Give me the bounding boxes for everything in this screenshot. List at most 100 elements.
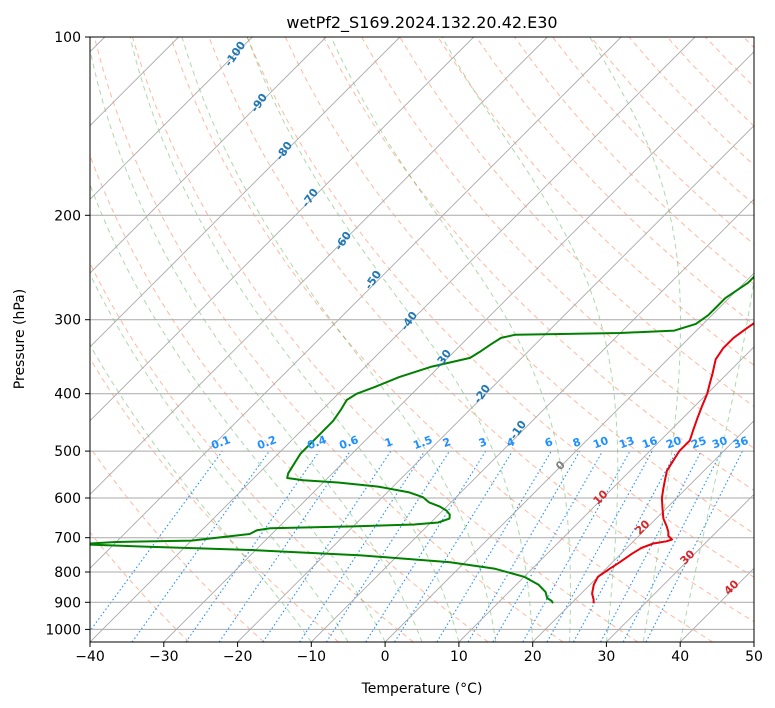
wetbulb-label: -80: [273, 139, 295, 163]
mixing-ratio-label: 1.5: [411, 433, 434, 452]
moist-adiabat-line: [129, 37, 460, 642]
dewpoint-line: [90, 275, 754, 604]
mixing-ratio-label: 0.1: [209, 433, 232, 452]
dry-adiabat-line: [246, 37, 754, 578]
y-tick-label: 800: [54, 565, 81, 581]
dry-adiabat-line: [705, 37, 754, 88]
mixing-ratio-line: [299, 450, 426, 642]
moist-adiabat-line: [330, 37, 571, 642]
mixing-ratio-line: [492, 450, 604, 642]
moist-adiabat-line: [246, 37, 534, 642]
plot-frame: [89, 36, 755, 643]
x-tick-label: 50: [745, 649, 763, 665]
mixing-ratio-label: 13: [617, 434, 636, 451]
wetbulb-label: -50: [362, 268, 384, 292]
dry-adiabat-line: [513, 37, 754, 285]
isotherm-line: [384, 272, 754, 642]
y-tick-label: 500: [54, 444, 81, 460]
dry-adiabat-line: [170, 37, 713, 642]
mixing-ratio-label: 0.6: [337, 433, 360, 452]
dry-adiabat-line: [590, 37, 754, 206]
isotherm-line: [90, 37, 548, 496]
y-axis: 100 200 300 400 500 600 700 800 900 1000: [45, 30, 90, 638]
isotherm-line: [90, 37, 253, 200]
dry-adiabat-line: [90, 357, 339, 642]
theta-label: 0: [553, 458, 568, 473]
isotherm-line: [753, 641, 754, 642]
plot-area: -100-90-80-70-60-50-40-30-20-100.1 0.2 0.4…: [90, 37, 754, 642]
isotherm-line: [90, 37, 327, 274]
dry-adiabat-line: [743, 37, 754, 49]
x-tick-label: 20: [524, 649, 542, 665]
isotherm-line: [163, 51, 754, 642]
x-axis: −40 −30 −20 −10 0 10 20 30 40 50: [75, 642, 763, 665]
moist-adiabat-line: [679, 37, 754, 642]
moist-adiabat-line: [90, 47, 423, 642]
dry-adiabat-line: [132, 37, 639, 642]
isotherm-line: [532, 420, 754, 642]
temperature-line: [591, 322, 754, 604]
mixing-ratio-label: 6: [543, 435, 555, 450]
dry-adiabats: [90, 37, 754, 642]
moist-adiabat-line: [90, 183, 386, 642]
mixing-ratio-line: [394, 450, 513, 642]
dry-adiabat-line: [208, 37, 754, 623]
profile-series: [90, 275, 754, 604]
pressure-gridlines: [90, 37, 754, 630]
moist-adiabats: [90, 37, 754, 642]
mixing-ratio-label: 36: [731, 434, 750, 452]
theta-label: 10: [591, 487, 611, 507]
dry-adiabat-line: [361, 37, 754, 449]
mixing-ratio-line: [522, 450, 631, 642]
mixing-ratio-line: [325, 450, 450, 642]
x-tick-label: 0: [381, 649, 390, 665]
dry-adiabat-line: [90, 154, 489, 642]
x-tick-label: −10: [297, 649, 327, 665]
isotherm-line: [237, 124, 754, 642]
mixing-ratio-line: [218, 450, 351, 642]
x-axis-label: Temperature (°C): [361, 681, 483, 697]
moist-adiabat-line: [181, 37, 497, 642]
dry-adiabat-line: [437, 37, 754, 366]
isotherm-line: [90, 37, 475, 422]
y-tick-label: 200: [54, 208, 81, 224]
wetbulb-label: -70: [299, 186, 321, 210]
isotherm-line: [458, 346, 754, 642]
moist-adiabat-line: [90, 273, 349, 642]
x-tick-label: 10: [450, 649, 468, 665]
y-tick-label: 1000: [45, 622, 81, 638]
wetbulb-label: -30: [432, 347, 454, 371]
x-tick-label: 30: [597, 649, 615, 665]
y-tick-label: 700: [54, 531, 81, 547]
mixing-ratio-label: 2: [441, 435, 453, 450]
x-tick-label: −20: [223, 649, 253, 665]
dry-adiabat-line: [628, 37, 754, 166]
moist-adiabat-line: [90, 343, 312, 642]
mixing-ratio-line: [573, 450, 677, 642]
isotherm-line: [606, 493, 754, 642]
moist-adiabat-line: [441, 37, 619, 642]
dry-adiabat-line: [399, 37, 754, 408]
dry-adiabat-line: [90, 262, 414, 642]
mixing-ratio-line: [365, 450, 487, 642]
mixing-ratio-label: 3: [477, 435, 489, 450]
mixing-ratio-line: [185, 450, 320, 642]
isotherm-line: [679, 567, 754, 642]
mixing-ratio-label: 10: [591, 434, 610, 452]
y-tick-label: 600: [54, 491, 81, 507]
isotherm-line: [90, 37, 696, 642]
mixing-ratio-label: 4: [505, 435, 517, 450]
dry-adiabat-line: [93, 37, 564, 642]
mixing-ratio-label: 0.4: [305, 433, 328, 452]
dry-adiabat-line: [552, 37, 754, 245]
dry-adiabat-line: [90, 531, 190, 642]
mixing-ratio-label: 8: [571, 435, 583, 450]
mixing-ratio-label: 25: [689, 434, 708, 451]
line-labels: -100-90-80-70-60-50-40-30-20-100.1 0.2 0.4…: [209, 39, 750, 598]
wetbulb-label: -100: [222, 39, 249, 69]
mixing-ratio-line: [262, 450, 392, 642]
mixing-ratio-label: 20: [664, 434, 683, 452]
mixing-ratio-label: 16: [640, 434, 659, 452]
wetbulb-label: -20: [471, 382, 493, 406]
